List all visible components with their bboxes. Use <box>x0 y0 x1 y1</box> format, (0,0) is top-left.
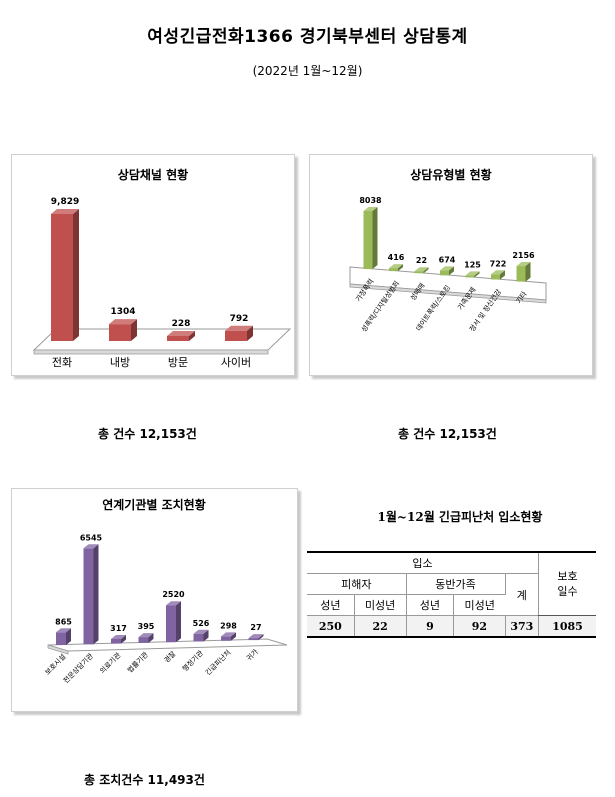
cell-total: 373 <box>505 615 540 638</box>
chart2-value-label: 317 <box>110 624 127 633</box>
chart2-bar-긴급피난처 <box>221 632 236 641</box>
chart1-value-label: 2156 <box>512 251 535 260</box>
cell-victim-minor: 22 <box>354 615 407 638</box>
chart2-floor-edge <box>47 644 69 655</box>
chart2-value-label: 6545 <box>80 533 103 542</box>
chart2-bar-행정기관 <box>193 629 209 642</box>
chart2-category-label: 보호시설 <box>44 653 68 677</box>
chart2-category-label: 행정기관 <box>180 648 205 673</box>
chart2-bar-귀가 <box>248 634 264 641</box>
chart-referral-svg: 연계기관별 조치현황 865 보호시설 6545 전문상담기관 317 의료기관 395 법률기… <box>44 497 288 685</box>
chart2-category-label: 전문상담기관 <box>61 651 95 685</box>
chart2-bar-경찰 <box>166 601 181 643</box>
channel-total: 총 건수 12,153건 <box>98 427 197 441</box>
chart-referral: 연계기관별 조치현황 865 보호시설 6545 전문상담기관 317 의료기관 395 법률기… <box>11 488 298 712</box>
chart0-bar-방문 <box>167 331 195 341</box>
cell-protect-days: 1085 <box>538 615 596 638</box>
type-total: 총 건수 12,153건 <box>398 427 497 441</box>
chart2-bar-전문상담기관 <box>83 544 99 645</box>
chart0-value-label: 228 <box>172 319 191 329</box>
chart0-value-label: 1304 <box>110 307 135 317</box>
chart2-value-label: 27 <box>250 623 261 632</box>
chart0-bar-전화 <box>51 209 79 341</box>
chart1-bar-기타 <box>516 262 531 282</box>
page-subtitle: (2022년 1월~12월) <box>252 64 363 78</box>
chart1-value-label: 8038 <box>359 196 382 205</box>
chart2-value-label: 298 <box>220 621 237 630</box>
chart1-floor-edge <box>349 283 547 304</box>
page-title: 여성긴급전화1366 경기북부센터 상담통계 <box>147 27 468 47</box>
chart1-bar-성매매 <box>414 267 429 274</box>
chart-channel-svg: 상담채널 현황 9,829 전화 1304 내방 228 방문 792 사이버 <box>32 167 292 369</box>
chart2-category-label: 의료기관 <box>98 650 123 675</box>
chart0-value-label: 9,829 <box>51 197 79 207</box>
header-total: 계 <box>505 573 540 616</box>
chart0-value-label: 792 <box>230 314 249 324</box>
chart0-bar-사이버 <box>225 325 253 341</box>
chart1-bar-정서-및-정신건강 <box>491 270 505 280</box>
chart2-category-label: 귀가 <box>244 647 260 663</box>
chart2-title: 연계기관별 조치현황 <box>102 497 206 512</box>
chart2-value-label: 2520 <box>162 590 185 599</box>
referral-total: 총 조치건수 11,493건 <box>84 773 205 787</box>
chart1-bar-성폭력-디지털성범죄 <box>389 264 403 272</box>
chart2-bar-의료기관 <box>111 634 126 644</box>
chart1-bar-가정폭력 <box>363 207 378 269</box>
header-victim: 피해자 <box>307 573 407 595</box>
chart1-value-label: 22 <box>416 256 427 265</box>
header-companion-adult: 성년 <box>406 594 455 616</box>
header-victim-minor: 미성년 <box>354 594 407 616</box>
chart0-category-label: 내방 <box>110 356 130 369</box>
header-companion-minor: 미성년 <box>453 594 506 616</box>
chart1-title: 상담유형별 현황 <box>410 167 491 182</box>
cell-victim-adult: 250 <box>307 615 355 638</box>
header-companion: 동반가족 <box>406 573 506 595</box>
chart-type: 상담유형별 현황 8038 가정폭력 416 성폭력/디지털성범죄 22 성매매 674 데이트… <box>309 154 593 376</box>
chart0-category-label: 방문 <box>168 356 188 369</box>
chart2-bar-법률기관 <box>138 633 154 643</box>
chart2-bar-보호시설 <box>56 628 71 645</box>
chart1-bar-데이트폭력-스토킹 <box>440 266 454 276</box>
chart-type-svg: 상담유형별 현황8038가정폭력416성폭력/디지털성범죄22성매매674데이트… <box>349 167 547 334</box>
chart1-value-label: 416 <box>388 253 405 262</box>
chart2-category-label: 긴급피난처 <box>203 648 232 677</box>
chart0-floor-edge <box>33 349 269 355</box>
shelter-table: 입소 보호 일수 피해자 동반가족 계 성년 미성년 성년 미성년 250 22… <box>307 551 596 638</box>
chart2-value-label: 395 <box>138 622 155 631</box>
chart2-category-label: 법률기관 <box>125 650 150 675</box>
chart2-category-label: 경찰 <box>162 649 178 665</box>
chart1-bar-가족문제 <box>465 271 480 278</box>
cell-companion-minor: 92 <box>453 615 506 638</box>
chart0-title: 상담채널 현황 <box>118 167 188 182</box>
chart1-value-label: 674 <box>439 255 456 264</box>
chart1-value-label: 722 <box>490 259 507 268</box>
header-protect-days: 보호 일수 <box>538 551 596 616</box>
chart0-category-label: 사이버 <box>221 356 251 369</box>
shelter-title: 1월~12월 긴급피난처 입소현황 <box>377 510 543 524</box>
chart1-value-label: 125 <box>464 260 481 269</box>
chart2-value-label: 865 <box>55 617 72 626</box>
chart2-value-label: 526 <box>193 619 210 628</box>
cell-companion-adult: 9 <box>406 615 455 638</box>
chart0-bar-내방 <box>109 319 137 341</box>
header-admission: 입소 <box>307 551 540 574</box>
chart0-category-label: 전화 <box>52 356 72 369</box>
header-victim-adult: 성년 <box>307 594 355 616</box>
chart-channel: 상담채널 현황 9,829 전화 1304 내방 228 방문 792 사이버 <box>11 154 295 376</box>
